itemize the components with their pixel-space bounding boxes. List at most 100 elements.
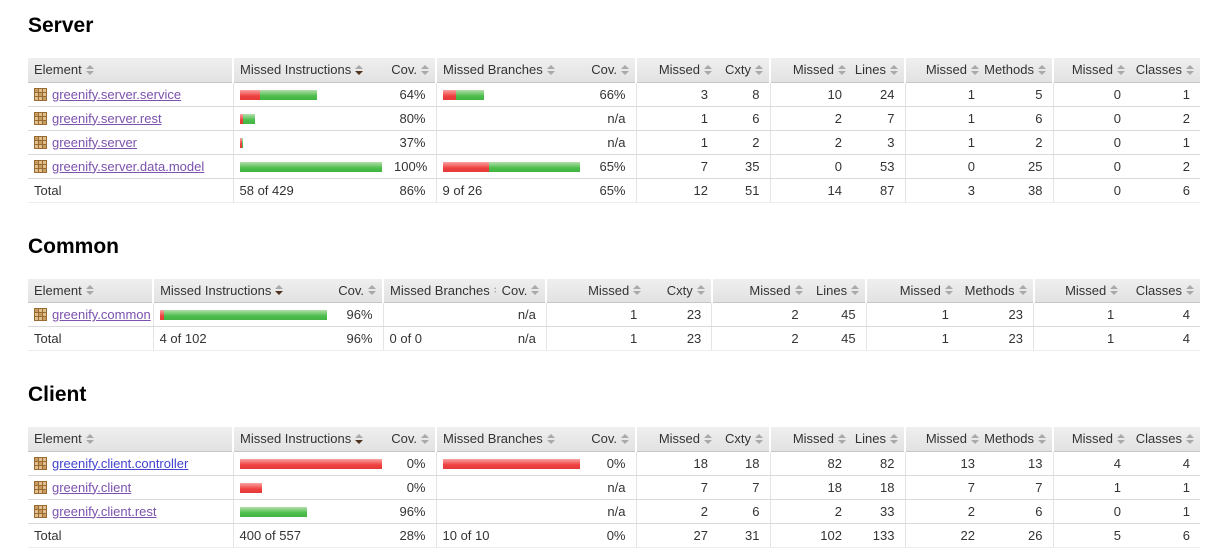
sort-down-icon [1186, 70, 1194, 75]
sort-down-icon [944, 291, 953, 296]
missed-instructions-cell [232, 154, 388, 179]
section-server: Server Element Missed Instructions Cov. Miss… [28, 14, 1204, 203]
column-header-element[interactable]: Element [28, 58, 233, 83]
column-header-missed[interactable]: Missed [1052, 58, 1131, 83]
sort-up-icon [421, 64, 429, 69]
missed-bar [442, 458, 580, 469]
sort-icon [275, 285, 284, 296]
column-header-missed[interactable]: Missed [635, 58, 718, 83]
table-row: greenify.client.controller 0% 0% 18 18 82 82 13… [28, 451, 1200, 476]
total-counter-cell: 26 [985, 523, 1053, 548]
missed-branches-cell [435, 154, 586, 179]
column-header-missed[interactable]: Missed [769, 427, 852, 452]
instructions-coverage-cell: 64% [388, 82, 436, 107]
sort-up-icon [531, 285, 540, 290]
table-row: greenify.server.service 64% 66% 3 8 10 24 1 5 0 1 [28, 82, 1200, 107]
column-header-cxty[interactable]: Cxty [647, 278, 712, 303]
counter-cell: 1 [1131, 82, 1200, 107]
column-header-lines[interactable]: Lines [808, 278, 867, 303]
package-link[interactable]: greenify.server.data.model [52, 158, 205, 174]
column-header-missed-branches[interactable]: Missed Branches [435, 58, 586, 83]
counter-cell: 0 [904, 154, 985, 179]
column-header-label: Methods [985, 431, 1034, 447]
section-title-common: Common [28, 234, 119, 258]
sort-icon [355, 433, 364, 444]
missed-branches-cell [382, 302, 496, 327]
counter-cell: 2 [904, 499, 985, 524]
package-link[interactable]: greenify.server.rest [52, 110, 162, 126]
column-header-cov[interactable]: Cov. [388, 58, 436, 83]
package-link[interactable]: greenify.client [52, 479, 132, 495]
counter-cell: 6 [985, 499, 1053, 524]
sort-down-icon [421, 439, 429, 444]
column-header-label: Lines [854, 431, 886, 447]
column-header-cov[interactable]: Cov. [586, 58, 636, 83]
column-header-missed[interactable]: Missed [769, 58, 852, 83]
column-header-content: Lines [855, 62, 898, 77]
table-row: greenify.client.rest 96% n/a 2 6 2 33 2 6 0 1 [28, 499, 1200, 524]
column-header-missed[interactable]: Missed [1032, 278, 1125, 303]
total-branches-cell: 0 of 0 [382, 326, 496, 351]
missed-bar [239, 89, 260, 100]
package-link[interactable]: greenify.common [52, 307, 151, 322]
column-header-classes[interactable]: Classes [1131, 58, 1200, 83]
column-header-methods[interactable]: Methods [985, 58, 1053, 83]
column-header-missed[interactable]: Missed [865, 278, 959, 303]
element-cell: greenify.server.service [28, 82, 233, 107]
counter-cell: 8 [718, 82, 770, 107]
total-counter-cell: 6 [1131, 178, 1200, 203]
column-header-element[interactable]: Element [28, 278, 154, 303]
column-header-label: Missed [925, 431, 967, 447]
column-header-methods[interactable]: Methods [958, 278, 1034, 303]
sort-down-icon [355, 70, 364, 75]
instructions-coverage-cell: 37% [388, 130, 436, 155]
package-link[interactable]: greenify.server.service [52, 86, 182, 102]
column-header-label: Missed Instructions [240, 62, 352, 78]
column-header-cov[interactable]: Cov. [495, 278, 547, 303]
counter-cell: 18 [769, 475, 852, 500]
column-header-missed[interactable]: Missed [710, 278, 809, 303]
column-header-content: Missed [1060, 431, 1125, 446]
column-header-missed[interactable]: Missed [904, 58, 985, 83]
column-header-missed-branches[interactable]: Missed Branches [382, 278, 496, 303]
column-header-label: Cxty [725, 62, 751, 78]
element-cell: greenify.client [28, 475, 233, 500]
sort-icon [621, 433, 629, 444]
package-link[interactable]: greenify.client.rest [52, 503, 157, 519]
column-header-classes[interactable]: Classes [1131, 427, 1200, 452]
column-header-cxty[interactable]: Cxty [718, 58, 770, 83]
sort-icon [355, 64, 364, 75]
sort-icon [704, 433, 712, 444]
sort-icon [1186, 64, 1194, 75]
column-header-cov[interactable]: Cov. [586, 427, 636, 452]
column-header-lines[interactable]: Lines [852, 58, 905, 83]
column-header-missed[interactable]: Missed [1052, 427, 1131, 452]
sort-down-icon [368, 291, 377, 296]
column-header-cxty[interactable]: Cxty [718, 427, 770, 452]
column-header-content: Element [34, 62, 226, 77]
column-header-missed-instructions[interactable]: Missed Instructions [152, 278, 333, 303]
counter-cell: 2 [1131, 106, 1200, 131]
counter-cell: 10 [769, 82, 852, 107]
sort-icon [85, 433, 94, 444]
column-header-missed-branches[interactable]: Missed Branches [435, 427, 586, 452]
counter-cell: 0 [1052, 130, 1131, 155]
column-header-missed[interactable]: Missed [545, 278, 648, 303]
package-link[interactable]: greenify.server [52, 134, 138, 150]
column-header-cov[interactable]: Cov. [388, 427, 436, 452]
counter-cell: 2 [985, 130, 1053, 155]
counter-cell: 1 [635, 106, 718, 131]
package-link[interactable]: greenify.client.controller [52, 455, 189, 471]
column-header-methods[interactable]: Methods [985, 427, 1053, 452]
column-header-missed[interactable]: Missed [904, 427, 985, 452]
column-header-missed-instructions[interactable]: Missed Instructions [232, 58, 388, 83]
sort-down-icon [1110, 291, 1119, 296]
total-counter-cell: 87 [852, 178, 905, 203]
column-header-element[interactable]: Element [28, 427, 233, 452]
column-header-lines[interactable]: Lines [852, 427, 905, 452]
column-header-cov[interactable]: Cov. [332, 278, 384, 303]
counter-cell: 1 [635, 130, 718, 155]
column-header-missed[interactable]: Missed [635, 427, 718, 452]
column-header-missed-instructions[interactable]: Missed Instructions [232, 427, 388, 452]
column-header-classes[interactable]: Classes [1124, 278, 1200, 303]
